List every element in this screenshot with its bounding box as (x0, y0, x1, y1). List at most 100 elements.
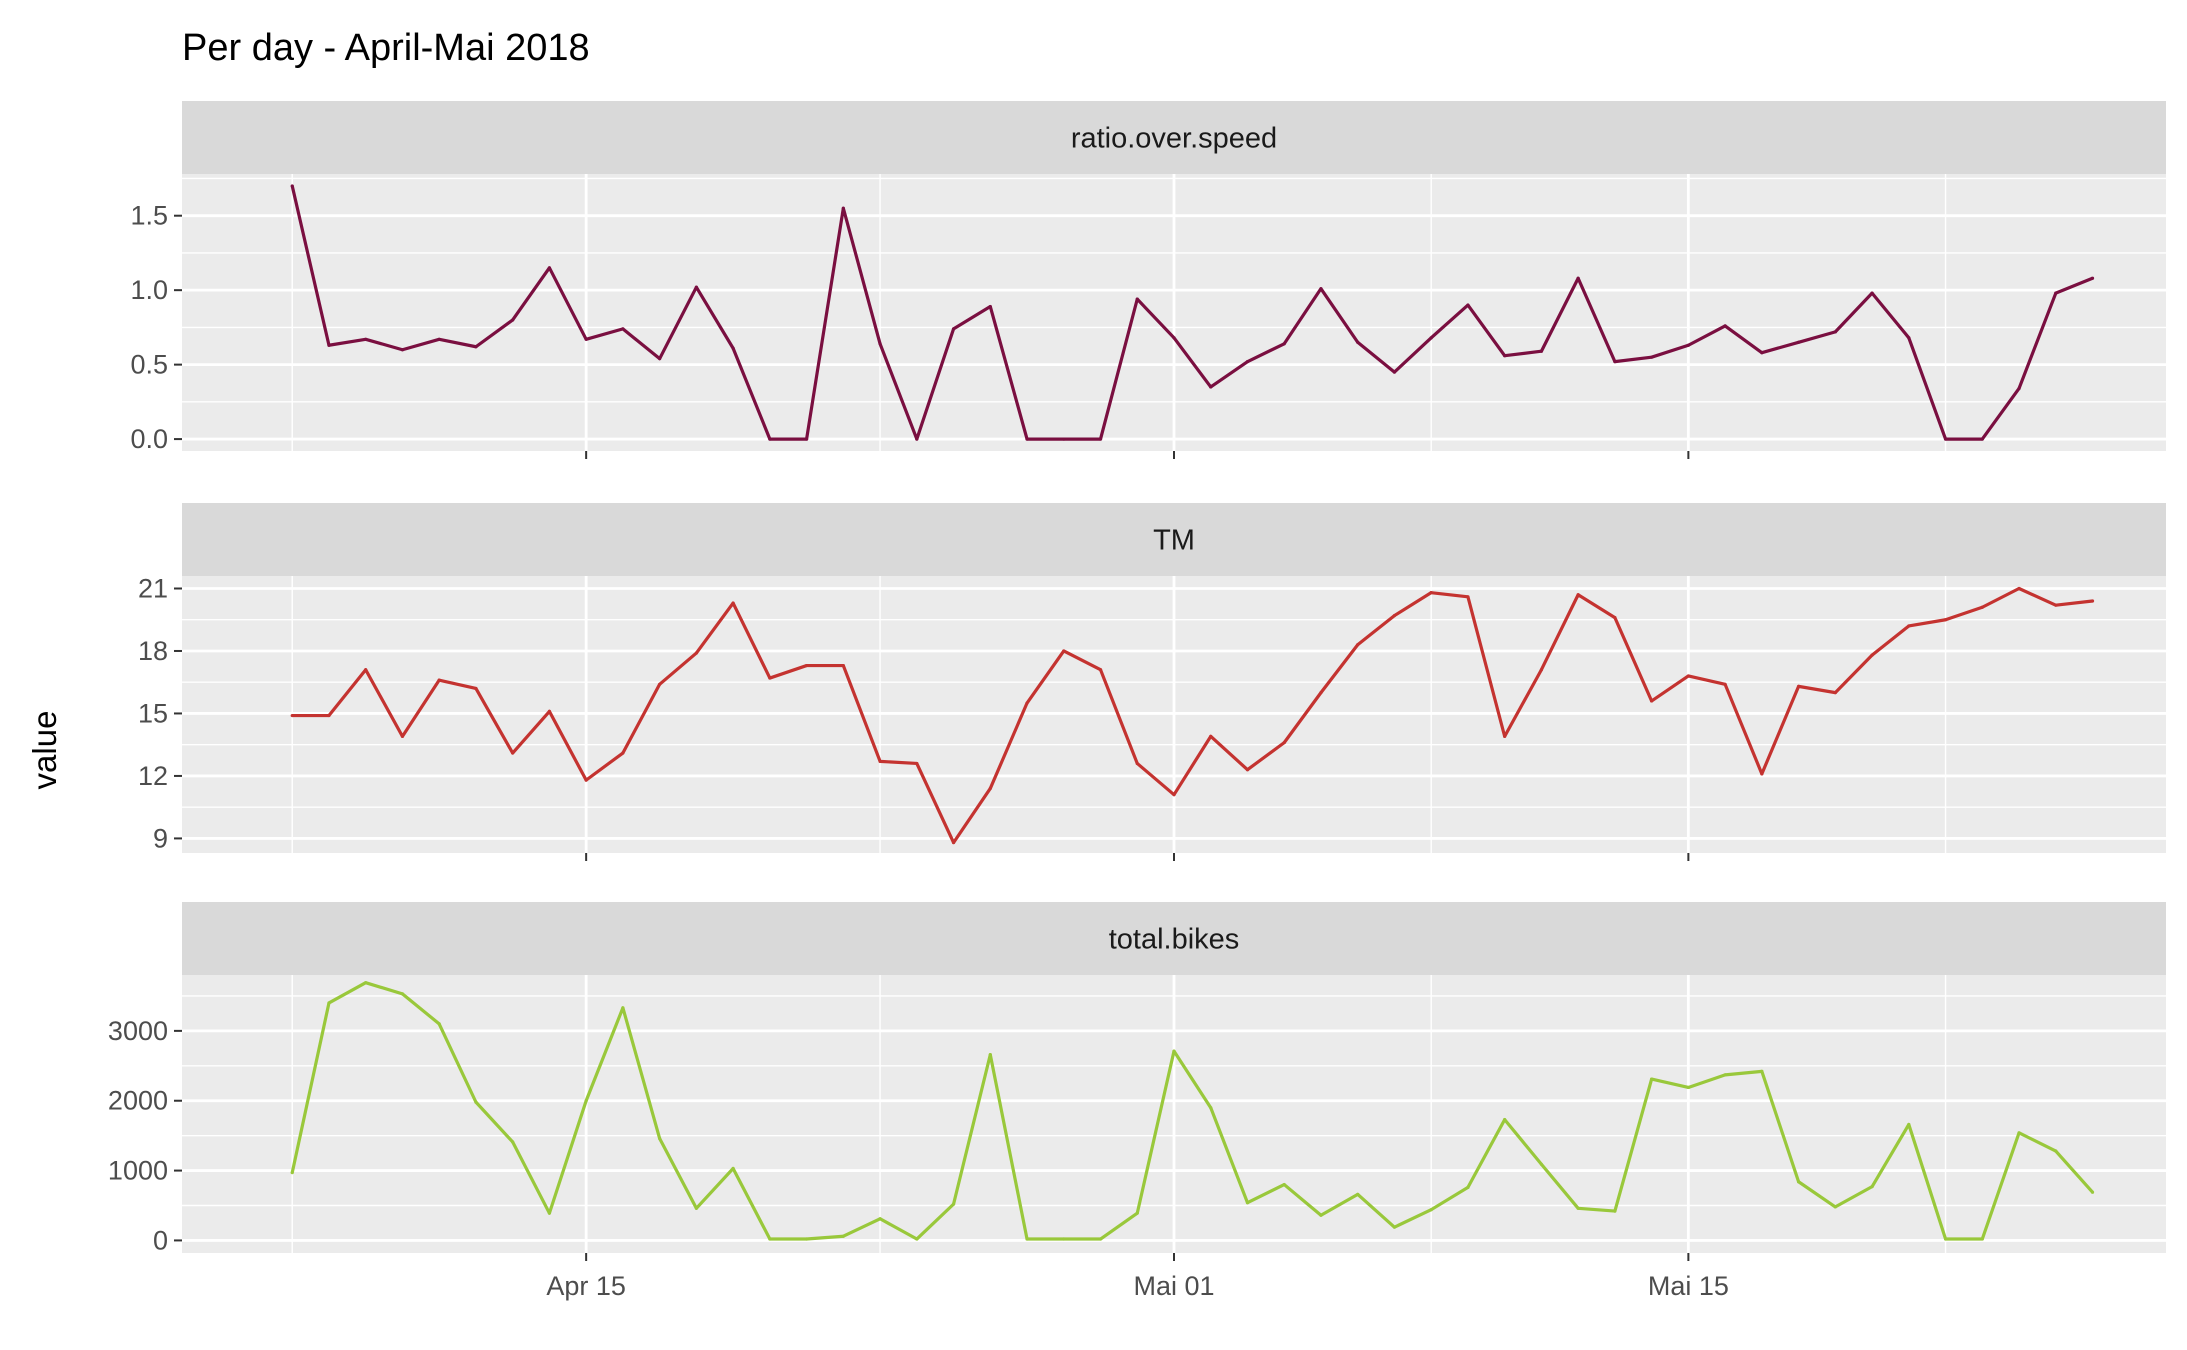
data-point (1796, 340, 1801, 344)
data-point (768, 676, 772, 680)
facet-strip (182, 503, 2166, 576)
data-point (988, 786, 992, 791)
chart-title: Per day - April-Mai 2018 (182, 27, 590, 69)
panels-layer: ratio.over.speed 0.0 0.5 1.0 1.5 TM 9 12 15 18 21 t… (108, 101, 2166, 1261)
data-point (1429, 1208, 1433, 1212)
data-point (1723, 682, 1727, 686)
data-point (694, 285, 698, 289)
x-tick-label: Mai 15 (1648, 1271, 1729, 1301)
data-point (1833, 691, 1837, 695)
data-point (1686, 1085, 1690, 1090)
data-point (988, 1053, 992, 1057)
panel-total-bikes: total.bikes 0 1000 2000 3000 (108, 902, 2166, 1261)
data-point (1796, 684, 1801, 688)
data-point (1209, 734, 1213, 738)
x-tick-label: Mai 01 (1133, 1271, 1214, 1301)
data-point (511, 1140, 515, 1144)
data-point (2017, 586, 2021, 591)
data-point (290, 184, 294, 188)
data-point (1392, 613, 1397, 618)
data-point (1833, 330, 1837, 334)
facet-strip-label: TM (1153, 525, 1195, 557)
y-tick-label: 12 (138, 761, 168, 791)
data-point (437, 337, 441, 341)
y-axis-title: value (26, 711, 63, 790)
data-point (437, 678, 441, 682)
data-point (327, 1001, 331, 1005)
data-point (547, 709, 552, 713)
y-tick-label: 15 (138, 698, 168, 728)
data-point (1686, 343, 1690, 347)
data-point (731, 1166, 735, 1171)
data-point (878, 1217, 882, 1221)
data-point (804, 437, 809, 441)
data-point (400, 348, 405, 352)
data-point (1907, 624, 1911, 628)
data-point (1356, 1192, 1360, 1196)
data-point (621, 751, 625, 755)
data-point (768, 437, 772, 441)
data-point (1319, 691, 1323, 695)
data-point (1576, 593, 1580, 597)
facet-strip-label: ratio.over.speed (1071, 123, 1277, 155)
data-point (1135, 761, 1139, 766)
data-point (1025, 1237, 1029, 1241)
data-point (1980, 605, 1984, 609)
data-point (658, 682, 662, 686)
x-axis: Apr 15 Mai 01 Mai 15 (546, 1271, 1729, 1301)
data-point (1980, 1237, 1984, 1241)
data-point (731, 346, 735, 350)
data-point (1245, 360, 1250, 364)
series-line-ratio-over-speed (290, 185, 2094, 441)
data-point (804, 663, 809, 668)
y-tick-label: 0.5 (130, 350, 168, 380)
y-tick-label: 0.0 (130, 424, 168, 454)
y-tick-label: 21 (138, 573, 168, 603)
data-point (988, 304, 992, 309)
data-point (1613, 360, 1617, 364)
y-tick-label: 1.0 (130, 275, 168, 305)
data-point (547, 266, 552, 270)
data-point (1356, 643, 1360, 647)
data-point (951, 840, 956, 845)
data-point (841, 1234, 845, 1238)
data-point (1760, 772, 1764, 776)
data-point (474, 345, 478, 349)
data-point (1943, 1237, 1948, 1241)
data-point (694, 651, 698, 655)
y-tick-label: 0 (153, 1225, 168, 1255)
data-point (437, 1022, 441, 1026)
data-point (2054, 291, 2058, 295)
data-point (1429, 591, 1433, 595)
data-point (951, 327, 956, 331)
data-point (1539, 1162, 1544, 1166)
data-point (841, 663, 845, 668)
series-line-total-bikes (290, 981, 2094, 1241)
data-point (1062, 1237, 1066, 1241)
data-point (1943, 618, 1948, 622)
data-point (290, 1171, 294, 1175)
data-point (1796, 1180, 1801, 1184)
data-point (1135, 297, 1139, 301)
data-point (1245, 1201, 1250, 1205)
data-point (804, 1237, 809, 1241)
data-point (327, 713, 331, 718)
data-point (2017, 386, 2021, 391)
data-point (1356, 340, 1360, 344)
data-point (1466, 595, 1470, 599)
facet-strip (182, 101, 2166, 174)
data-point (1870, 653, 1874, 657)
data-point (1392, 1225, 1397, 1229)
y-tick-label: 9 (153, 823, 168, 853)
data-point (1613, 1209, 1617, 1213)
data-point (1282, 1182, 1286, 1187)
data-point (400, 734, 405, 738)
data-point (1429, 336, 1433, 340)
data-point (1172, 793, 1176, 797)
facet-strip-label: total.bikes (1109, 924, 1240, 956)
data-point (1760, 1069, 1764, 1073)
data-point (1980, 437, 1984, 441)
data-point (2017, 1131, 2021, 1135)
data-point (511, 751, 515, 755)
data-point (1576, 1206, 1580, 1210)
